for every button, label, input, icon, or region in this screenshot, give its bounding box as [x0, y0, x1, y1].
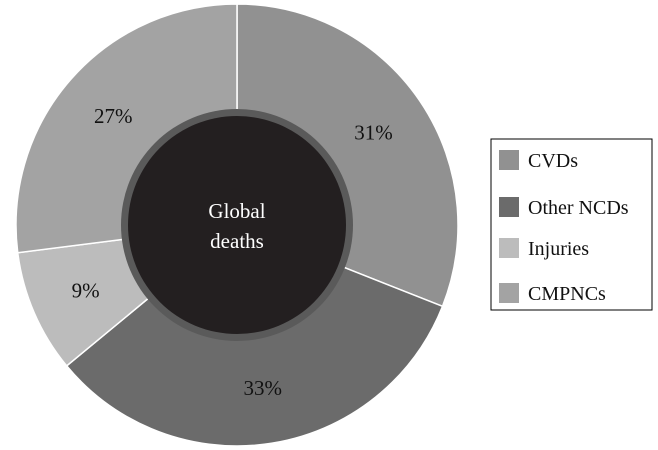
legend-swatch-cvds — [499, 150, 519, 170]
legend-label-other-ncds: Other NCDs — [528, 197, 629, 219]
legend-swatch-cmpncs — [499, 283, 519, 303]
center-label-line-2: deaths — [210, 229, 264, 253]
center-hole — [128, 116, 346, 334]
legend-label-injuries: Injuries — [528, 238, 589, 260]
slice-labels-group: 31% 33% 9% 27% — [72, 104, 393, 400]
legend-label-cvds: CVDs — [528, 150, 578, 172]
slice-label-cmpncs: 27% — [94, 104, 133, 128]
legend-swatch-injuries — [499, 238, 519, 258]
slice-label-injuries: 9% — [72, 279, 100, 303]
legend-label-cmpncs: CMPNCs — [528, 283, 606, 305]
slice-label-cvds: 31% — [354, 120, 393, 144]
center-label-line-1: Global — [208, 199, 265, 223]
slice-label-other-ncds: 33% — [244, 376, 283, 400]
legend: CVDs Other NCDs Injuries CMPNCs — [490, 138, 653, 311]
legend-swatch-other-ncds — [499, 197, 519, 217]
